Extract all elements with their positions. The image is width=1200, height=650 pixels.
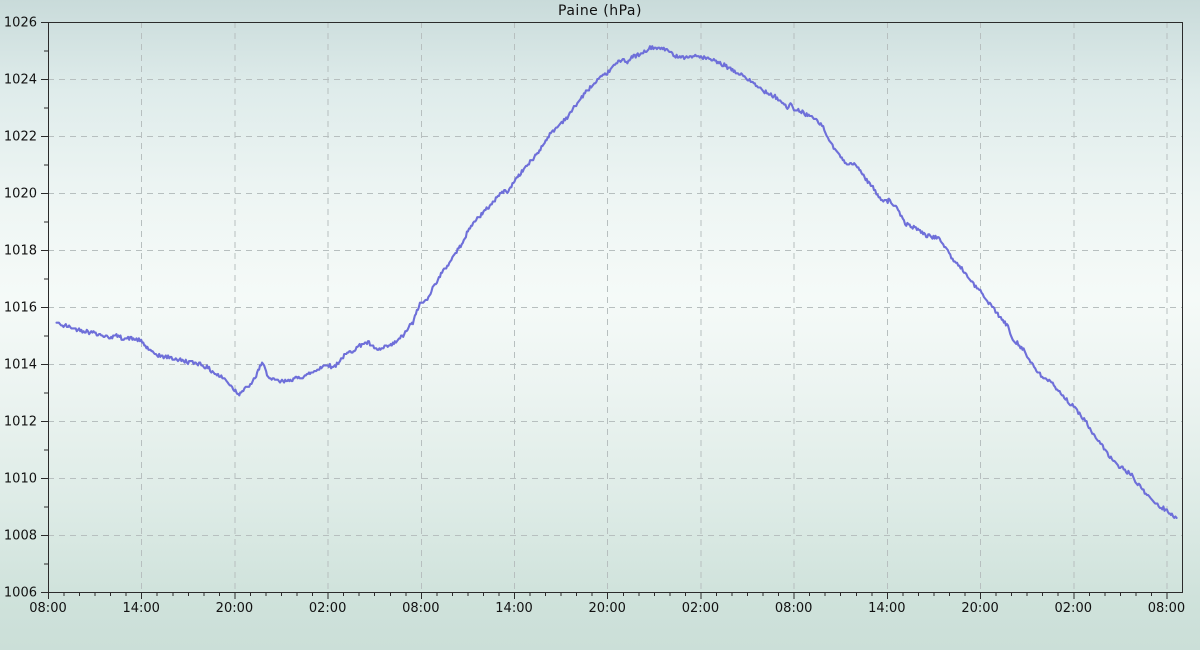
y-tick-label: 1020 [4, 187, 37, 202]
x-tick-label: 02:00 [1055, 601, 1092, 616]
axis-labels: 1006 1008 1010 1012 1014 1016 1018 1020 1022 1024… [4, 16, 1185, 617]
x-tick-label: 20:00 [588, 601, 625, 616]
y-tick-label: 1022 [4, 130, 37, 145]
chart-title: Paine (hPa) [558, 3, 642, 19]
y-tick-label: 1008 [4, 529, 37, 544]
x-tick-label: 14:00 [122, 601, 159, 616]
x-tick-label: 08:00 [402, 601, 439, 616]
x-tick-label: 14:00 [868, 601, 905, 616]
y-tick-label: 1018 [4, 244, 37, 259]
x-tick-label: 02:00 [309, 601, 346, 616]
y-tick-label: 1006 [4, 586, 37, 601]
x-tick-label: 20:00 [216, 601, 253, 616]
pressure-line [55, 45, 1178, 519]
grid-lines [48, 22, 1182, 592]
x-tick-label: 08:00 [1148, 601, 1185, 616]
y-tick-label: 1010 [4, 472, 37, 487]
axis-ticks [41, 22, 1168, 599]
x-tick-label: 08:00 [29, 601, 66, 616]
plot-border [48, 22, 1183, 593]
y-tick-label: 1012 [4, 415, 37, 430]
y-tick-label: 1016 [4, 301, 37, 316]
y-tick-label: 1026 [4, 16, 37, 31]
y-tick-label: 1024 [4, 73, 37, 88]
x-tick-label: 14:00 [495, 601, 532, 616]
x-tick-label: 20:00 [961, 601, 998, 616]
x-tick-label: 08:00 [775, 601, 812, 616]
x-tick-label: 02:00 [682, 601, 719, 616]
y-tick-label: 1014 [4, 358, 37, 373]
